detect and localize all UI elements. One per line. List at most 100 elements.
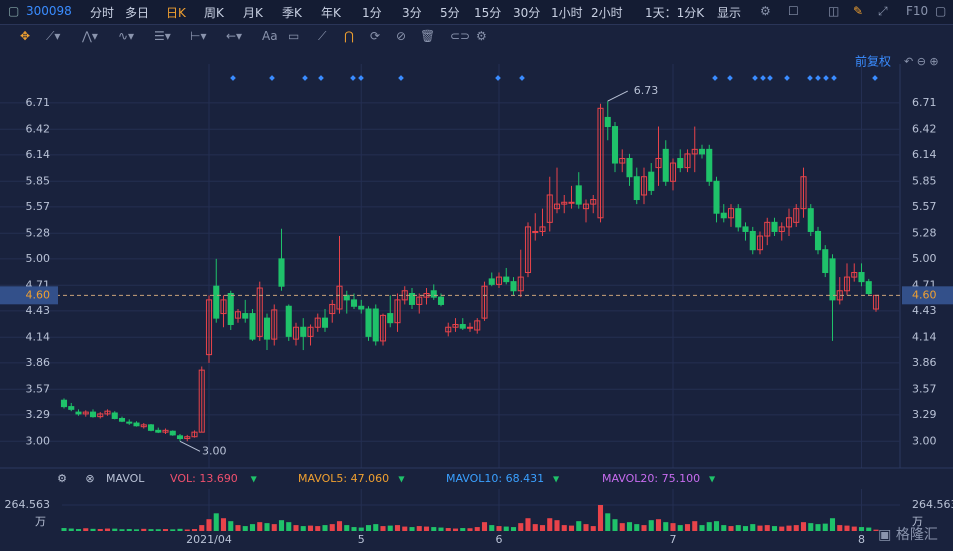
sync-tool[interactable]: ⟳ — [370, 29, 381, 43]
tool-settings[interactable]: ⚙ — [476, 29, 487, 43]
undo-icon[interactable]: ↶ ⊖ ⊕ — [904, 55, 939, 68]
candle-body — [843, 276, 851, 292]
event-marker[interactable] — [752, 75, 758, 81]
event-marker[interactable] — [872, 75, 878, 81]
volume-bar — [278, 520, 285, 531]
period-tab[interactable]: 1分 — [362, 6, 382, 20]
period-tab[interactable]: 周K — [204, 6, 224, 20]
settings-icon[interactable]: ⚙ — [760, 4, 771, 18]
event-marker[interactable] — [760, 75, 766, 81]
candle-body — [198, 369, 205, 433]
camera-icon[interactable]: ◫ — [828, 4, 840, 18]
fib-tool[interactable]: ☰▾ — [154, 29, 171, 43]
fullscreen-icon[interactable]: ⤢ — [878, 4, 888, 18]
period-tab[interactable]: 分时 — [90, 6, 115, 20]
volume-bar — [286, 522, 292, 531]
f10[interactable]: F10 — [906, 4, 929, 18]
indicator-caret: ▼ — [398, 475, 405, 484]
volume-bar — [431, 527, 437, 531]
period-tab[interactable]: 2小时 — [591, 6, 623, 20]
display[interactable]: 显示 — [717, 6, 742, 20]
volume-bar — [97, 529, 103, 531]
arrow-tool[interactable]: ←▾ — [226, 29, 243, 43]
candle-body — [568, 201, 575, 204]
period-tab[interactable]: 多日 — [125, 6, 150, 20]
stock-code[interactable]: 300098 — [26, 4, 72, 18]
measure-tool[interactable]: ⊢▾ — [190, 29, 207, 43]
adjust-mode[interactable]: 前复权 — [855, 54, 891, 69]
event-marker[interactable] — [767, 75, 773, 81]
period-tab[interactable]: 日K — [166, 6, 186, 20]
delete-tool[interactable]: 🗑 — [420, 29, 436, 43]
candle-body — [735, 208, 742, 228]
volume-title: MAVOL — [106, 472, 145, 485]
volume-bar — [619, 523, 625, 531]
volume-bar — [539, 525, 546, 531]
x-tick-label: 8 — [858, 533, 865, 546]
volume-bar — [641, 525, 647, 531]
chart: 前复权 ↶ ⊖ ⊕ 6.71 6.71 6.42 6.42 6.14 6.14 5.85 5.… — [0, 49, 953, 551]
pen-icon[interactable]: ✎ — [853, 4, 864, 18]
period-tab[interactable]: 5分 — [440, 6, 460, 20]
line-tool[interactable]: ⟋▾ — [46, 29, 61, 43]
candle-body — [582, 203, 590, 210]
volume-bar — [438, 527, 444, 531]
event-marker[interactable] — [519, 75, 525, 81]
last-price-label: 4.60 — [912, 288, 937, 301]
event-marker[interactable] — [823, 75, 829, 81]
volume-bar — [416, 526, 422, 531]
hide-tool[interactable]: ⊘ — [396, 29, 407, 43]
event-marker[interactable] — [727, 75, 733, 81]
event-marker[interactable] — [712, 75, 718, 81]
interval[interactable]: 1天：1分K — [645, 6, 705, 20]
candle-body — [285, 305, 292, 337]
period-tab[interactable]: 15分 — [474, 6, 502, 20]
link-tool[interactable]: ⊂⊃ — [450, 29, 471, 43]
candle-body — [140, 424, 147, 428]
event-marker[interactable] — [807, 75, 813, 81]
volume-bar — [380, 526, 386, 531]
event-marker[interactable] — [831, 75, 837, 81]
text-tool[interactable]: Aa — [262, 29, 278, 43]
settings-icon[interactable]: ⚙ — [57, 472, 67, 485]
volume-bar — [800, 522, 807, 531]
volume-bar — [764, 525, 770, 531]
volume-bar — [90, 528, 96, 531]
channel-tool[interactable]: ⋀▾ — [82, 29, 98, 43]
volume-bar — [344, 525, 350, 531]
close-icon[interactable]: ▢ — [935, 4, 947, 18]
event-marker[interactable] — [784, 75, 790, 81]
checkbox[interactable]: ☐ — [788, 4, 799, 18]
period-tab[interactable]: 年K — [321, 6, 341, 20]
magnet-tool[interactable]: ⋂ — [344, 29, 354, 43]
candle-body — [242, 313, 249, 319]
period-tab[interactable]: 1小时 — [551, 6, 583, 20]
drawing-toolbar: ✥ ⟋▾ ⋀▾ ∿▾ ☰▾ ⊢▾ ←▾ Aa ▭ ⟋ ⋂ ⟳ ⊘ 🗑 ⊂⊃ ⚙ — [0, 25, 953, 50]
volume-bar — [771, 526, 778, 531]
wave-tool[interactable]: ∿▾ — [118, 29, 135, 43]
candle-body — [597, 107, 604, 219]
y-tick-label: 3.29 — [912, 408, 937, 421]
candle-body — [459, 324, 466, 329]
period-tab[interactable]: 30分 — [513, 6, 541, 20]
period-tab[interactable]: 月K — [243, 6, 263, 20]
period-tab[interactable]: 季K — [282, 6, 302, 20]
note-tool[interactable]: ▭ — [288, 29, 300, 43]
candle-body — [365, 308, 372, 337]
y-tick-label: 6.42 — [912, 122, 937, 135]
volume-bar — [684, 524, 691, 531]
candle-body — [133, 422, 140, 427]
candle-body — [336, 285, 343, 310]
close-icon[interactable]: ⊗ — [85, 472, 94, 485]
y-tick-label: 3.57 — [912, 382, 937, 395]
eraser-tool[interactable]: ⟋ — [318, 29, 327, 43]
candle-body — [822, 249, 829, 274]
volume-bar — [126, 529, 132, 531]
candle-body — [488, 278, 495, 285]
y-tick-label: 6.71 — [912, 96, 937, 109]
period-tab[interactable]: 3分 — [402, 6, 422, 20]
move-tool[interactable]: ✥ — [20, 29, 31, 43]
panel-icon[interactable]: ▢ — [8, 4, 20, 18]
event-marker[interactable] — [815, 75, 821, 81]
candle-body — [220, 299, 227, 315]
